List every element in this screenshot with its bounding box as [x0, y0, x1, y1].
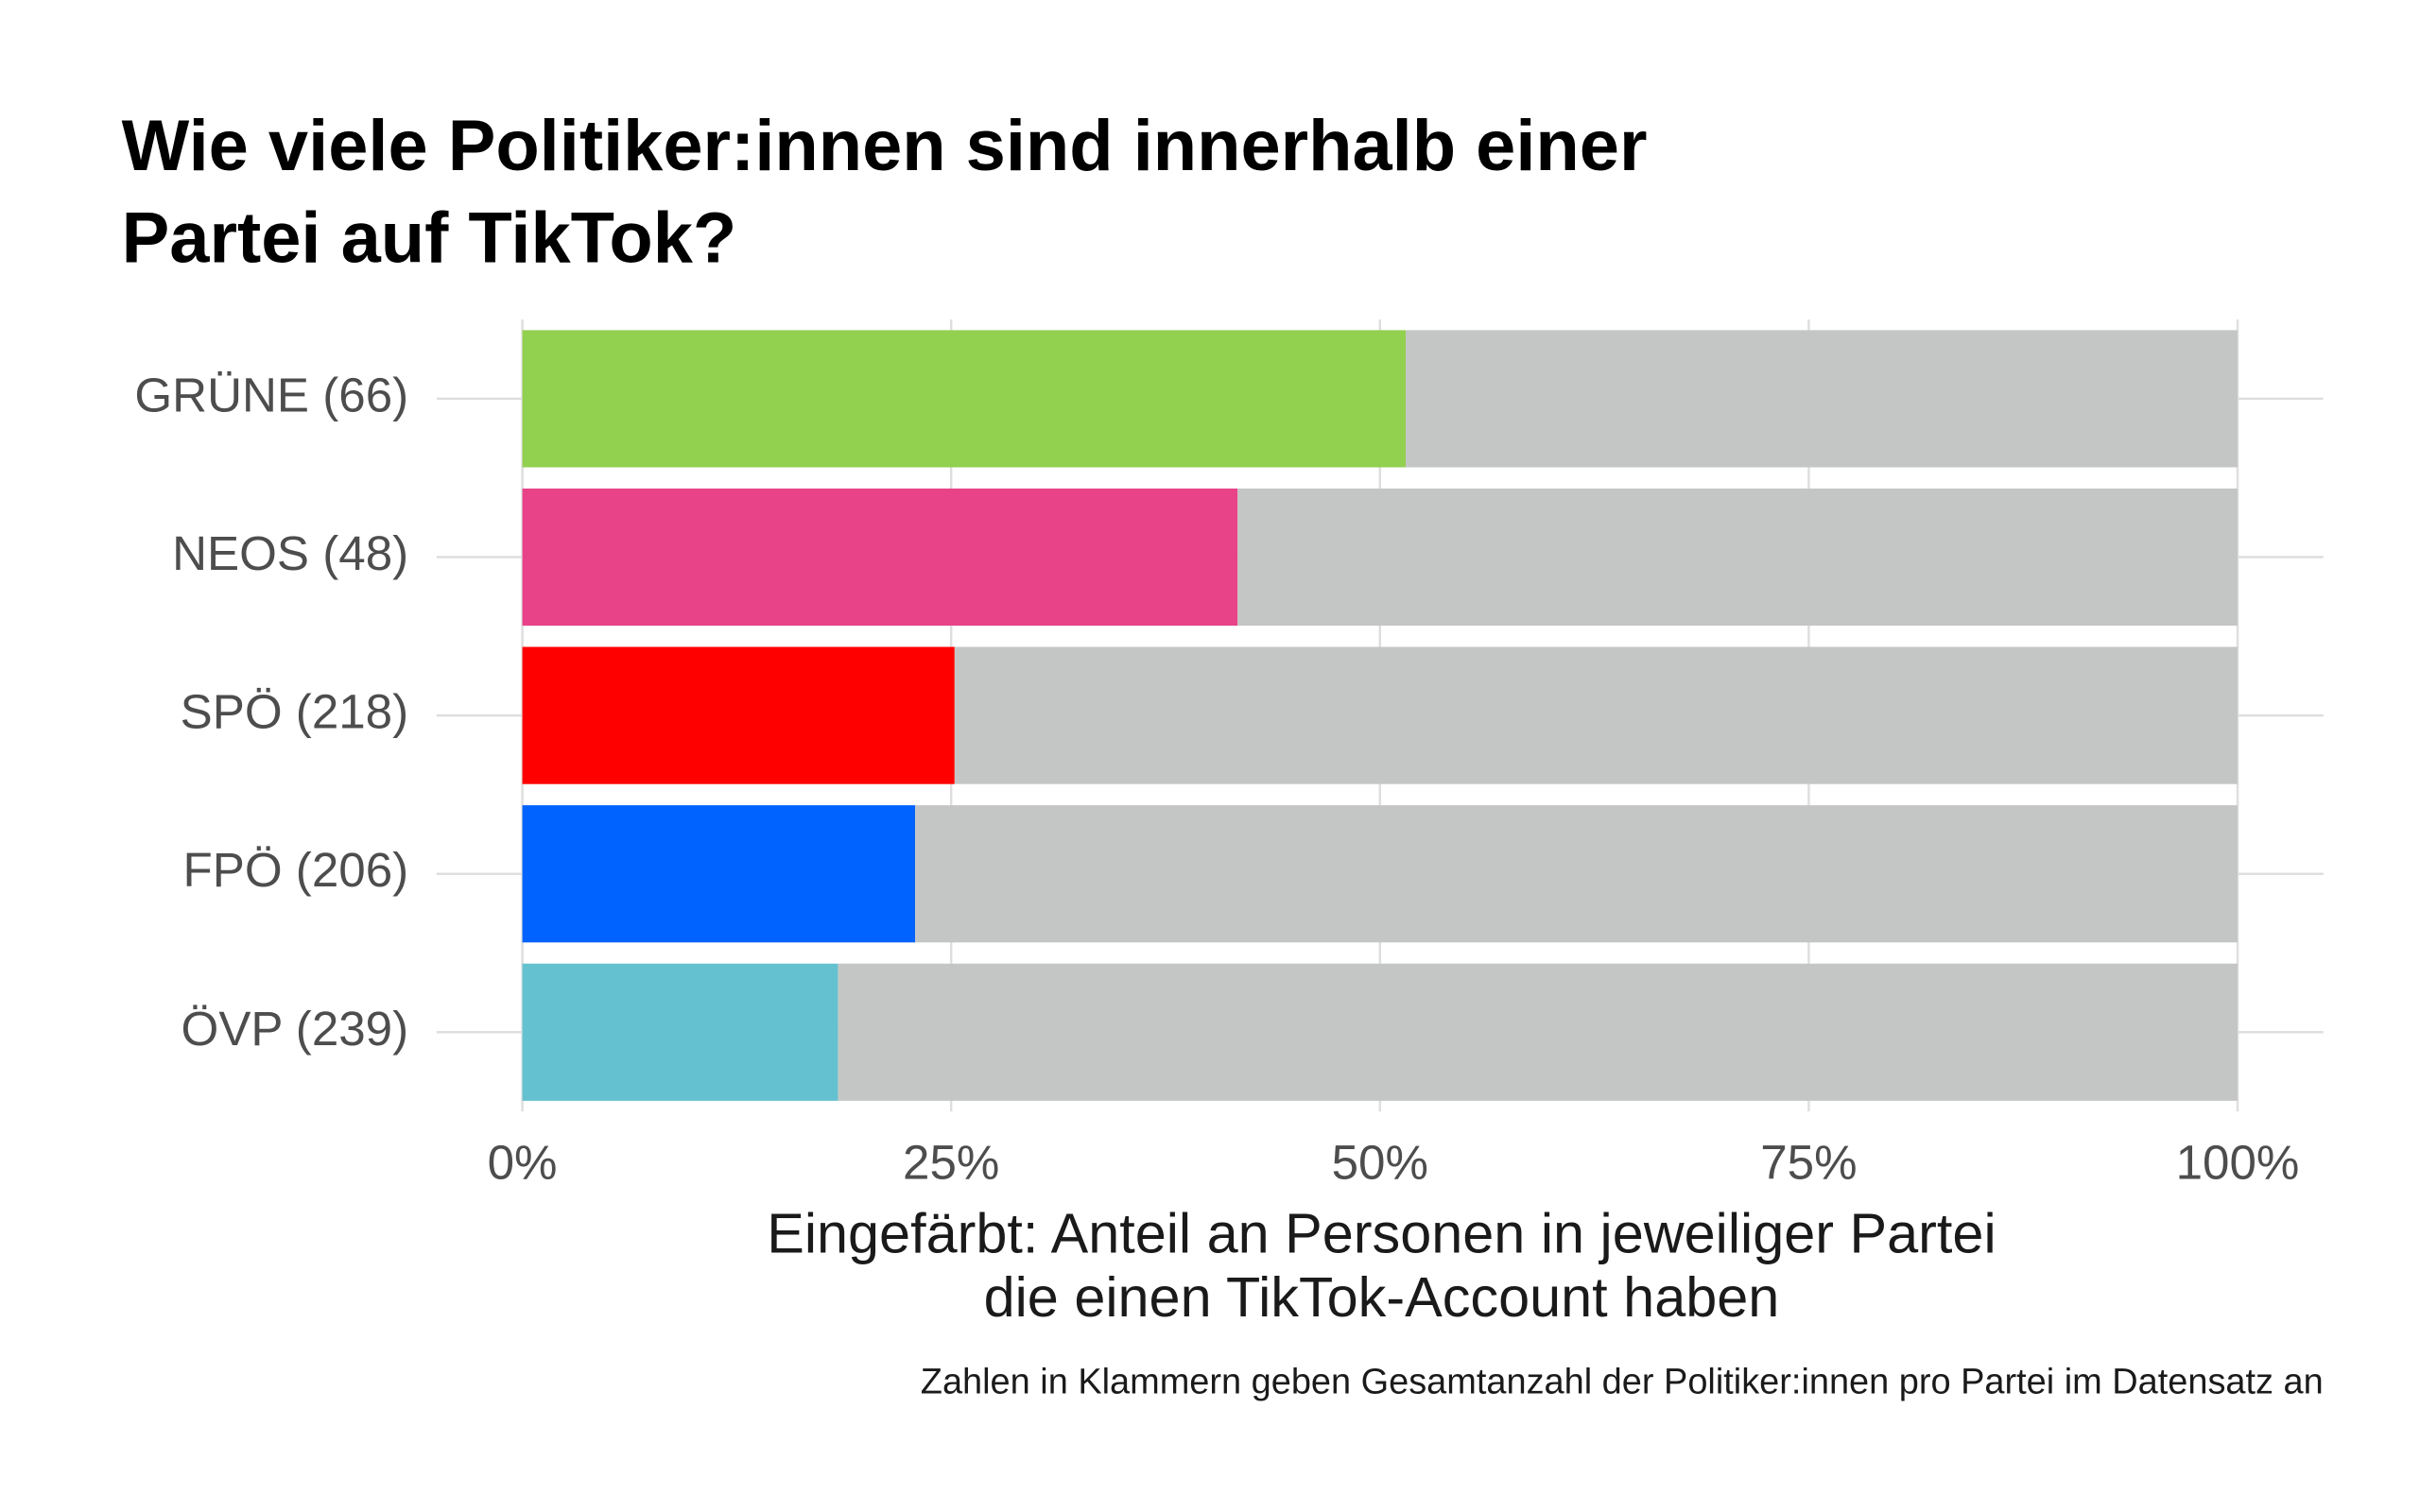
bar-segment — [838, 963, 2238, 1101]
caption: Zahlen in Klammern geben Gesamtanzahl de… — [921, 1363, 2324, 1402]
y-tick-label: ÖVP (239) — [182, 1002, 409, 1056]
bar-segment — [522, 805, 916, 943]
x-tick-label: 75% — [1760, 1135, 1857, 1189]
y-tick-label: NEOS (48) — [172, 526, 408, 580]
bar-segment — [954, 646, 2238, 784]
bar-segment — [522, 646, 955, 784]
y-tick-label: SPÖ (218) — [181, 685, 409, 739]
x-axis-label: Eingefärbt: Anteil an Personen in jeweil… — [767, 1201, 1996, 1264]
x-axis-label: die einen TikTok-Account haben — [984, 1265, 1780, 1329]
bar-segment — [522, 330, 1407, 468]
bar-segment — [1406, 330, 2238, 468]
bar-segment — [522, 488, 1238, 627]
bars — [522, 330, 2238, 1101]
x-tick-label: 0% — [488, 1135, 558, 1189]
y-tick-label: GRÜNE (66) — [134, 368, 408, 421]
bar-segment — [915, 805, 2238, 943]
x-tick-label: 25% — [903, 1135, 999, 1189]
bar-segment — [1237, 488, 2238, 627]
x-tick-label: 50% — [1332, 1135, 1428, 1189]
y-tick-label: FPÖ (206) — [183, 843, 409, 897]
bar-segment — [522, 963, 838, 1101]
chart-title: Partei auf TikTok? — [122, 198, 737, 278]
chart-title: Wie viele Politiker:innen sind innerhalb… — [122, 106, 1648, 186]
x-tick-label: 100% — [2176, 1135, 2300, 1189]
